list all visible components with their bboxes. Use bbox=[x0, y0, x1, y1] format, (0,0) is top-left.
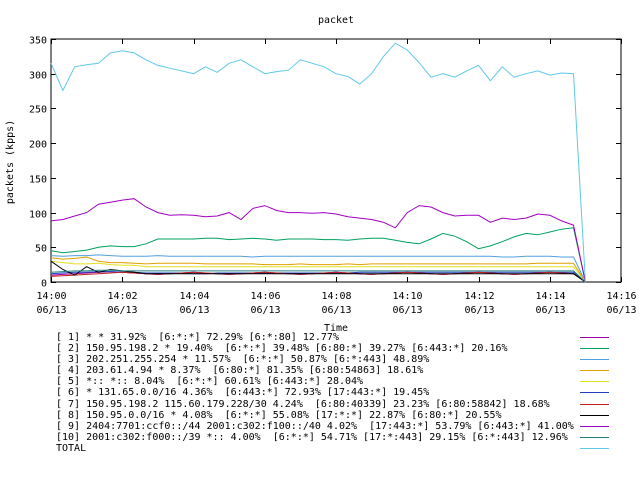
legend-label: [ 5] *:: *:: 8.04% [6:*:*] 60.61% [6:443… bbox=[56, 376, 364, 388]
y-tick-label: 150 bbox=[29, 175, 47, 186]
series-line-8 bbox=[50, 260, 586, 283]
legend-entry: [10] 2001:c302:f000::/39 *:: 4.00% [6:*:… bbox=[56, 432, 626, 443]
chart-title: packet bbox=[318, 15, 354, 26]
legend-label: [ 8] 150.95.0.0/16 * 4.08% [6:*:*] 55.08… bbox=[56, 409, 502, 421]
legend-label: [ 7] 150.95.198.2 115.60.179.228/30 4.24… bbox=[56, 398, 550, 410]
x-tick-date: 06/13 bbox=[36, 305, 66, 316]
x-tick-date: 06/13 bbox=[606, 305, 636, 316]
series-line-3 bbox=[50, 254, 586, 283]
x-tick-date: 06/13 bbox=[179, 305, 209, 316]
legend-entry: [ 3] 202.251.255.254 * 11.57% [6:*:*] 50… bbox=[56, 354, 626, 365]
legend-label: [10] 2001:c302:f000::/39 *:: 4.00% [6:*:… bbox=[56, 431, 568, 443]
y-axis-label: packets (kpps) bbox=[5, 120, 16, 204]
series-line-10 bbox=[50, 269, 586, 283]
series-line-9 bbox=[50, 198, 586, 283]
legend-label: TOTAL bbox=[56, 442, 87, 454]
x-tick-date: 06/13 bbox=[392, 305, 422, 316]
y-tick-label: 50 bbox=[35, 244, 47, 255]
legend-swatch bbox=[580, 425, 609, 427]
legend-swatch bbox=[580, 392, 609, 394]
legend-swatch bbox=[580, 359, 609, 361]
x-axis-label: Time bbox=[324, 323, 348, 334]
y-tick-label: 100 bbox=[29, 210, 47, 221]
x-tick-label: 14:06 bbox=[250, 291, 280, 302]
legend: [ 1] * * 31.92% [6:*:*] 72.29% [6:*:80] … bbox=[56, 332, 626, 454]
legend-swatch bbox=[580, 414, 609, 416]
series-line-2 bbox=[50, 227, 586, 283]
legend-entry: [ 9] 2404:7701:ccf0::/44 2001:c302:f100:… bbox=[56, 421, 626, 432]
legend-entry: [ 6] * 131.65.0.0/16 4.36% [6:443:*] 72.… bbox=[56, 387, 626, 398]
legend-entry: TOTAL bbox=[56, 443, 626, 454]
legend-entry: [ 5] *:: *:: 8.04% [6:*:*] 60.61% [6:443… bbox=[56, 376, 626, 387]
x-tick-label: 14:08 bbox=[321, 291, 351, 302]
legend-swatch bbox=[580, 381, 609, 383]
x-tick-date: 06/13 bbox=[107, 305, 137, 316]
x-tick-date: 06/13 bbox=[250, 305, 280, 316]
x-tick-label: 14:12 bbox=[464, 291, 494, 302]
legend-entry: [ 8] 150.95.0.0/16 * 4.08% [6:*:*] 55.08… bbox=[56, 410, 626, 421]
legend-swatch bbox=[580, 447, 609, 449]
legend-swatch bbox=[580, 337, 609, 338]
legend-label: [ 1] * * 31.92% [6:*:*] 72.29% [6:*:80] … bbox=[56, 332, 339, 343]
x-tick-label: 14:02 bbox=[107, 291, 137, 302]
series-line-5 bbox=[50, 260, 586, 283]
x-tick-date: 06/13 bbox=[321, 305, 351, 316]
legend-entry: [ 7] 150.95.198.2 115.60.179.228/30 4.24… bbox=[56, 399, 626, 410]
series-line-4 bbox=[50, 256, 586, 283]
legend-swatch bbox=[580, 403, 609, 405]
x-tick-label: 14:10 bbox=[392, 291, 422, 302]
y-tick-label: 250 bbox=[29, 105, 47, 116]
x-tick-date: 06/13 bbox=[535, 305, 565, 316]
x-tick-date: 06/13 bbox=[464, 305, 494, 316]
legend-label: [ 6] * 131.65.0.0/16 4.36% [6:443:*] 72.… bbox=[56, 387, 430, 399]
legend-entry: [ 1] * * 31.92% [6:*:*] 72.29% [6:*:80] … bbox=[56, 332, 626, 343]
legend-entry: [ 4] 203.61.4.94 * 8.37% [6:80:*] 81.35%… bbox=[56, 365, 626, 376]
x-tick-label: 14:00 bbox=[36, 291, 66, 302]
legend-entry: [ 2] 150.95.198.2 * 19.40% [6:*:*] 39.48… bbox=[56, 343, 626, 354]
y-tick-label: 300 bbox=[29, 71, 47, 82]
legend-swatch bbox=[580, 436, 609, 438]
x-tick-label: 14:14 bbox=[535, 291, 565, 302]
legend-label: [ 2] 150.95.198.2 * 19.40% [6:*:*] 39.48… bbox=[56, 343, 508, 355]
legend-label: [ 4] 203.61.4.94 * 8.37% [6:80:*] 81.35%… bbox=[56, 365, 424, 377]
y-tick-label: 200 bbox=[29, 140, 47, 151]
x-tick-label: 14:16 bbox=[606, 291, 636, 302]
legend-label: [ 9] 2404:7701:ccf0::/44 2001:c302:f100:… bbox=[56, 420, 574, 432]
series-line-11 bbox=[50, 42, 586, 283]
y-tick-label: 0 bbox=[41, 279, 47, 290]
legend-swatch bbox=[580, 348, 609, 350]
legend-label: [ 3] 202.251.255.254 * 11.57% [6:*:*] 50… bbox=[56, 354, 430, 366]
x-tick-label: 14:04 bbox=[179, 291, 209, 302]
legend-swatch bbox=[580, 370, 609, 372]
y-tick-label: 350 bbox=[29, 36, 47, 47]
